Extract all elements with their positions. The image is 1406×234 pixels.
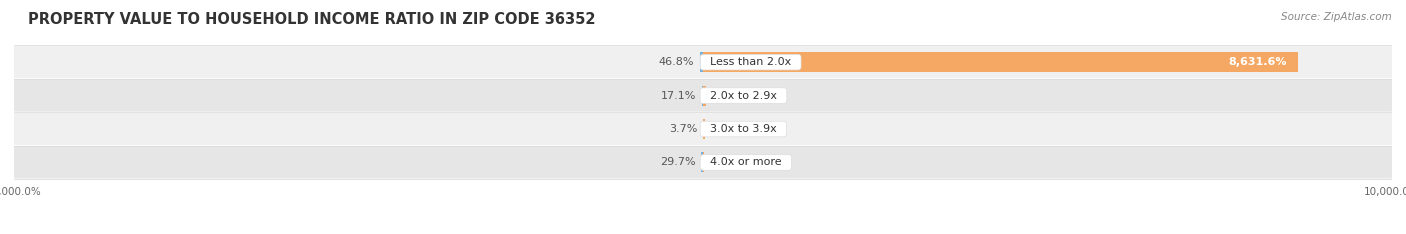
Text: Less than 2.0x: Less than 2.0x <box>703 57 799 67</box>
Text: 29.7%: 29.7% <box>659 157 696 168</box>
Text: Source: ZipAtlas.com: Source: ZipAtlas.com <box>1281 12 1392 22</box>
Bar <box>703 119 704 139</box>
Text: 2.0x to 2.9x: 2.0x to 2.9x <box>703 91 785 101</box>
Text: 8,631.6%: 8,631.6% <box>1229 57 1288 67</box>
Bar <box>703 86 706 106</box>
Text: 3.7%: 3.7% <box>669 124 697 134</box>
Text: 9.2%: 9.2% <box>709 157 738 168</box>
FancyBboxPatch shape <box>14 113 1392 145</box>
Text: 4.0x or more: 4.0x or more <box>703 157 789 168</box>
FancyBboxPatch shape <box>14 46 1392 78</box>
FancyBboxPatch shape <box>14 146 1392 179</box>
Text: 46.8%: 46.8% <box>659 57 695 67</box>
FancyBboxPatch shape <box>14 80 1392 112</box>
Text: 3.0x to 3.9x: 3.0x to 3.9x <box>703 124 783 134</box>
Bar <box>703 52 1298 72</box>
Text: 17.1%: 17.1% <box>661 91 696 101</box>
Bar <box>700 52 703 72</box>
Text: 27.4%: 27.4% <box>710 124 747 134</box>
Text: 42.2%: 42.2% <box>711 91 747 101</box>
Text: PROPERTY VALUE TO HOUSEHOLD INCOME RATIO IN ZIP CODE 36352: PROPERTY VALUE TO HOUSEHOLD INCOME RATIO… <box>28 12 596 27</box>
Bar <box>702 152 703 172</box>
